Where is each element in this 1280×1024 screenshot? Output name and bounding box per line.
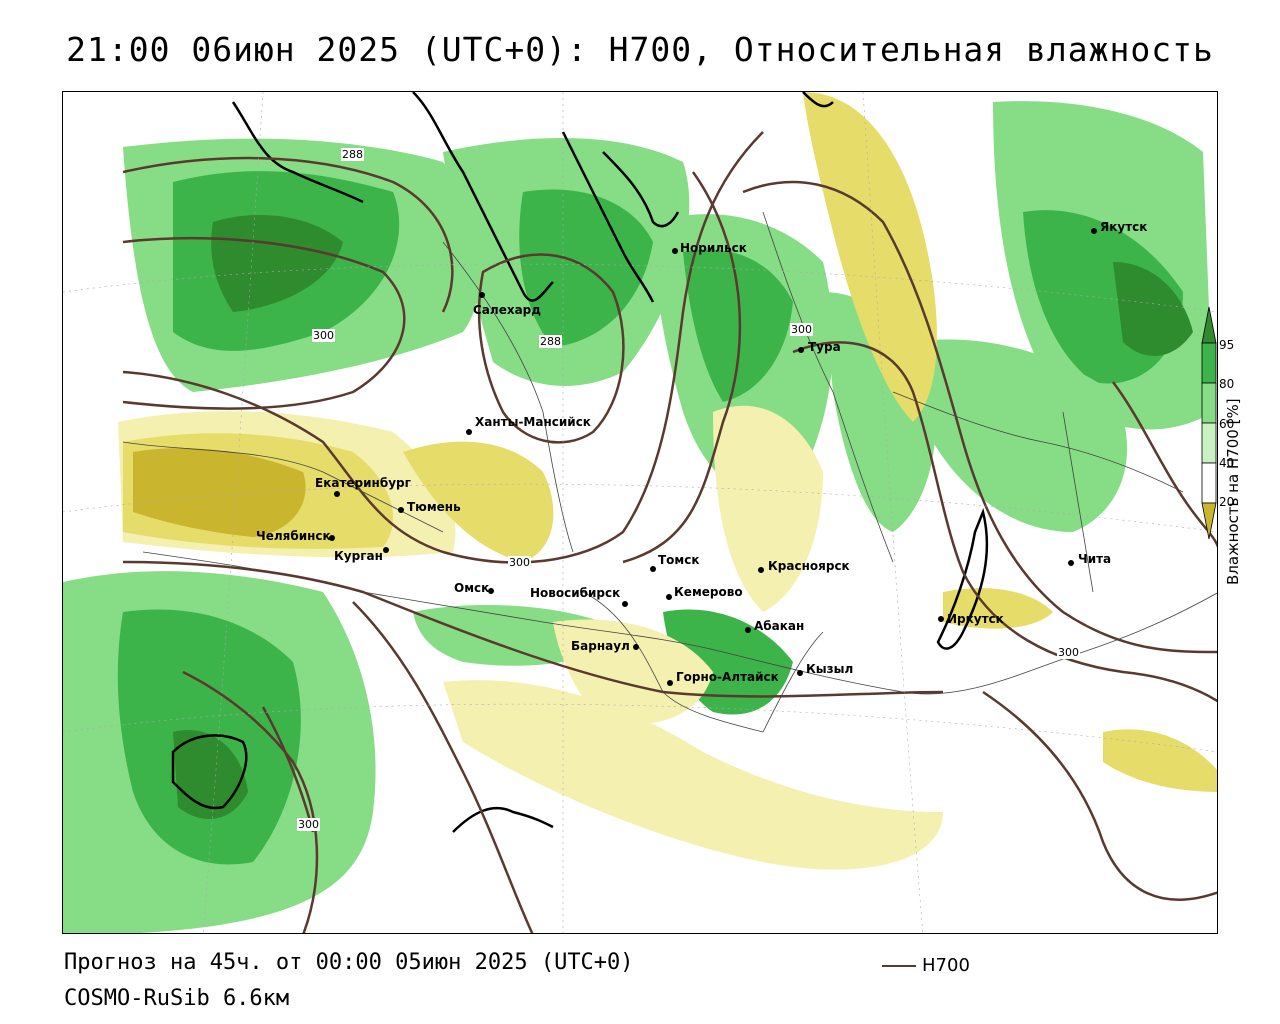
- isoline-label: 300: [297, 818, 320, 831]
- city-marker: [398, 507, 404, 513]
- city-marker: [758, 567, 764, 573]
- isoline-label: 288: [539, 335, 562, 348]
- city-label: Барнаул: [571, 639, 630, 653]
- city-marker: [666, 594, 672, 600]
- city-marker: [466, 429, 472, 435]
- city-label: Тюмень: [407, 500, 461, 514]
- city-label: Иркутск: [947, 612, 1004, 626]
- colorbar-tick: 60: [1219, 417, 1235, 431]
- city-marker: [745, 627, 751, 633]
- colorbar-tick: 95: [1219, 338, 1235, 352]
- city-marker: [334, 491, 340, 497]
- colorbar: [1200, 305, 1218, 541]
- humidity-map: [62, 91, 1218, 934]
- colorbar-tick: 80: [1219, 377, 1235, 391]
- city-label: Кемерово: [674, 585, 743, 599]
- city-marker: [797, 670, 803, 676]
- city-label: Омск: [454, 581, 490, 595]
- coastlines: [171, 92, 989, 833]
- city-label: Норильск: [680, 241, 747, 255]
- h700-isolines: [122, 131, 1217, 933]
- model-name: COSMO-RuSib 6.6км: [64, 986, 290, 1011]
- city-label: Тура: [808, 340, 841, 354]
- isoline-label: 300: [790, 323, 813, 336]
- city-label: Ханты-Мансийск: [475, 415, 591, 429]
- city-marker: [479, 292, 485, 298]
- city-label: Абакан: [754, 619, 805, 633]
- city-label: Горно-Алтайск: [676, 670, 779, 684]
- city-label: Екатеринбург: [315, 476, 411, 490]
- isoline-legend-label: H700: [922, 955, 970, 976]
- colorbar-tick: 40: [1219, 456, 1235, 470]
- city-marker: [1091, 228, 1097, 234]
- city-label: Красноярск: [768, 559, 850, 573]
- city-label: Чита: [1078, 552, 1112, 566]
- city-label: Якутск: [1100, 220, 1148, 234]
- city-label: Курган: [334, 549, 383, 563]
- isoline-label: 300: [508, 556, 531, 569]
- isoline-legend: H700: [882, 955, 970, 976]
- colorbar-title: Влажность на H700 [%]: [1224, 398, 1242, 585]
- forecast-info: Прогноз на 45ч. от 00:00 05июн 2025 (UTC…: [64, 950, 634, 975]
- city-marker: [329, 535, 335, 541]
- city-label: Кызыл: [806, 662, 854, 676]
- city-label: Салехард: [473, 303, 541, 317]
- city-marker: [672, 248, 678, 254]
- graticule: [63, 92, 1217, 933]
- city-label: Челябинск: [256, 529, 331, 543]
- city-marker: [633, 644, 639, 650]
- city-marker: [650, 566, 656, 572]
- colorbar-tick: 20: [1219, 495, 1235, 509]
- city-marker: [667, 680, 673, 686]
- city-marker: [383, 547, 389, 553]
- city-marker: [1068, 560, 1074, 566]
- isoline-label: 300: [312, 329, 335, 342]
- isoline-legend-swatch: [882, 965, 916, 967]
- city-label: Новосибирск: [530, 586, 621, 600]
- map-canvas: [63, 92, 1217, 933]
- dry-regions: [118, 92, 1217, 870]
- colorbar-ramp: [1201, 306, 1217, 540]
- humid-regions: [63, 101, 1213, 933]
- isoline-label: 300: [1057, 646, 1080, 659]
- city-marker: [938, 616, 944, 622]
- city-marker: [488, 588, 494, 594]
- city-marker: [798, 347, 804, 353]
- city-marker: [622, 601, 628, 607]
- map-title: 21:00 06июн 2025 (UTC+0): H700, Относите…: [66, 30, 1214, 69]
- city-label: Томск: [658, 553, 700, 567]
- isoline-label: 288: [341, 148, 364, 161]
